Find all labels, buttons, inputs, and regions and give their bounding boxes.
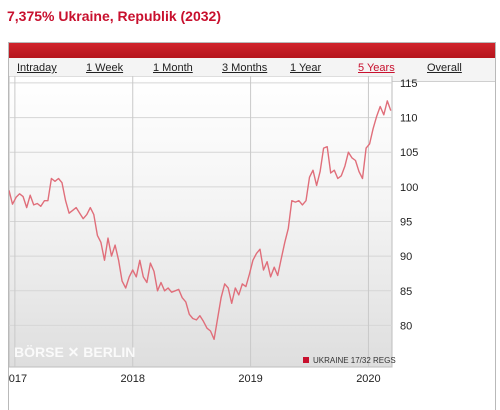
x-tick-label: 2020 xyxy=(356,373,380,385)
y-axis: 80 85 90 95 100 105 110 115 xyxy=(400,78,418,333)
tab-1-week[interactable]: 1 Week xyxy=(86,62,124,74)
x-tick-label: 2018 xyxy=(120,373,144,385)
x-tick-label: 2019 xyxy=(238,373,262,385)
series-line-ukraine xyxy=(9,100,392,340)
y-tick-label: 105 xyxy=(400,147,418,159)
tab-5-years[interactable]: 5 Years xyxy=(358,62,395,74)
legend-swatch xyxy=(303,357,309,363)
y-tick-label: 115 xyxy=(400,78,418,90)
y-tick-label: 100 xyxy=(400,182,418,194)
panel-header-bar xyxy=(9,43,495,58)
y-tick-label: 90 xyxy=(400,251,412,263)
x-axis: 2017 2018 2019 2020 xyxy=(9,373,381,385)
y-tick-label: 80 xyxy=(400,320,412,332)
y-tick-label: 110 xyxy=(400,113,418,125)
price-chart: 80 85 90 95 100 105 110 115 2017 2018 2019 2020 BÖ… xyxy=(9,76,418,385)
x-tick-label: 2017 xyxy=(9,373,27,385)
tab-overall[interactable]: Overall xyxy=(427,62,462,74)
tab-3-months[interactable]: 3 Months xyxy=(222,62,268,74)
page-title: 7,375% Ukraine, Republik (2032) xyxy=(7,8,221,24)
tab-intraday[interactable]: Intraday xyxy=(17,62,57,74)
tab-1-year[interactable]: 1 Year xyxy=(290,62,322,74)
watermark: BÖRSE ✕ BERLIN xyxy=(14,344,135,360)
y-tick-label: 95 xyxy=(400,217,412,229)
y-tick-label: 85 xyxy=(400,286,412,298)
legend-label: UKRAINE 17/32 REGS xyxy=(313,356,396,365)
tab-1-month[interactable]: 1 Month xyxy=(153,62,193,74)
